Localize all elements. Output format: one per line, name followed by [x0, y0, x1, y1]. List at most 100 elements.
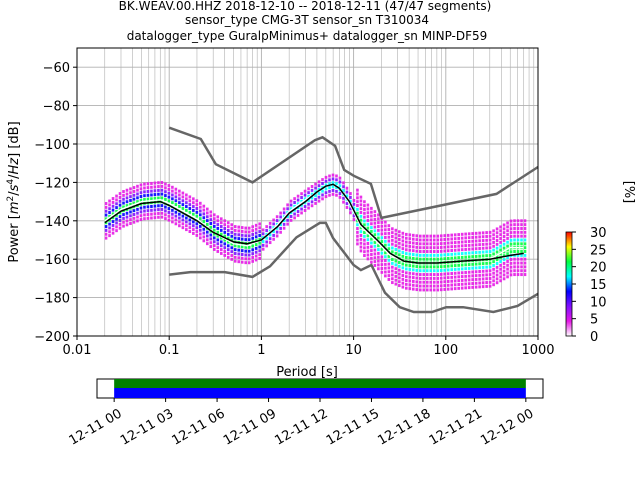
- psd-heatmap-cell: [401, 266, 405, 270]
- psd-heatmap-cell: [377, 248, 380, 252]
- psd-heatmap-cell: [122, 190, 125, 194]
- psd-heatmap-cell: [139, 187, 143, 191]
- psd-heatmap-cell: [380, 270, 384, 274]
- psd-heatmap-cell: [181, 206, 185, 210]
- psd-heatmap-cell: [366, 234, 370, 238]
- noise-models: [168, 126, 539, 314]
- psd-heatmap-cell: [429, 288, 433, 292]
- psd-heatmap-cell: [212, 240, 216, 244]
- psd-heatmap-cell: [122, 193, 125, 197]
- psd-heatmap-cell: [185, 228, 188, 232]
- psd-heatmap-cell: [104, 236, 108, 240]
- psd-heatmap-cell: [359, 234, 363, 238]
- psd-heatmap-cell: [310, 204, 314, 208]
- psd-heatmap-cell: [300, 199, 303, 203]
- psd-heatmap-cell: [415, 280, 419, 284]
- psd-heatmap-cell: [513, 238, 516, 242]
- psd-heatmap-cell: [499, 233, 502, 237]
- psd-heatmap-cell: [495, 265, 499, 269]
- psd-heatmap-cell: [391, 269, 394, 273]
- psd-heatmap-cell: [178, 193, 181, 197]
- psd-heatmap-cell: [495, 242, 499, 246]
- psd-heatmap-cell: [384, 239, 387, 243]
- coverage-tick-label: 12-11 12: [272, 406, 330, 448]
- psd-heatmap-cell: [275, 234, 279, 238]
- psd-heatmap-cell: [356, 207, 359, 211]
- psd-heatmap-cell: [247, 234, 251, 238]
- psd-heatmap-cell: [391, 258, 394, 262]
- psd-heatmap-cell: [223, 250, 227, 254]
- psd-heatmap-cell: [425, 269, 429, 273]
- psd-heatmap-cell: [481, 246, 485, 250]
- psd-heatmap-cell: [164, 190, 167, 194]
- psd-heatmap-cell: [335, 182, 338, 186]
- psd-heatmap-cell: [446, 253, 450, 257]
- psd-heatmap-cell: [370, 237, 373, 241]
- psd-heatmap-cell: [474, 239, 478, 243]
- psd-heatmap-cell: [132, 201, 136, 205]
- psd-heatmap-cell: [509, 234, 513, 238]
- psd-heatmap-cell: [174, 210, 178, 214]
- psd-heatmap-cell: [157, 196, 160, 200]
- psd-heatmap-cell: [405, 263, 408, 267]
- psd-heatmap-cell: [206, 219, 209, 223]
- psd-heatmap-cell: [219, 240, 223, 244]
- psd-heatmap-cell: [450, 283, 453, 287]
- psd-heatmap-cell: [516, 234, 520, 238]
- psd-heatmap-cell: [125, 211, 129, 215]
- psd-heatmap-cell: [509, 250, 513, 254]
- psd-heatmap-cell: [321, 185, 324, 189]
- psd-heatmap-cell: [485, 238, 488, 242]
- psd-heatmap-cell: [244, 261, 248, 265]
- psd-heatmap-cell: [516, 238, 520, 242]
- psd-heatmap-cell: [324, 191, 328, 195]
- psd-heatmap-cell: [188, 222, 192, 226]
- psd-heatmap-cell: [171, 185, 174, 189]
- psd-heatmap-cell: [254, 250, 258, 254]
- psd-heatmap-cell: [408, 271, 412, 275]
- psd-heatmap-cell: [233, 251, 237, 255]
- psd-heatmap-cell: [467, 270, 471, 274]
- psd-heatmap-cell: [247, 238, 251, 242]
- psd-heatmap-cell: [460, 267, 464, 271]
- psd-heatmap-cell: [167, 184, 171, 188]
- psd-heatmap-cell: [481, 269, 485, 273]
- psd-heatmap-cell: [373, 260, 377, 264]
- psd-heatmap-cell: [240, 245, 244, 249]
- psd-heatmap-cell: [251, 236, 254, 240]
- psd-heatmap-cell: [307, 191, 310, 195]
- psd-heatmap-cell: [300, 207, 303, 211]
- psd-heatmap-cell: [499, 263, 502, 267]
- psd-heatmap-cell: [450, 279, 453, 283]
- psd-heatmap-cell: [265, 225, 268, 229]
- psd-heatmap-cell: [425, 265, 429, 269]
- colorbar-tick-label: 30: [590, 226, 607, 241]
- psd-heatmap-cell: [321, 193, 324, 197]
- psd-heatmap-cell: [181, 191, 185, 195]
- psd-heatmap-cell: [446, 283, 450, 287]
- psd-heatmap-cell: [422, 250, 426, 254]
- psd-heatmap-cell: [178, 216, 181, 220]
- psd-heatmap-cell: [345, 202, 349, 206]
- psd-heatmap-cell: [488, 276, 492, 280]
- psd-heatmap-cell: [356, 238, 359, 242]
- psd-heatmap-cell: [258, 230, 261, 234]
- psd-heatmap-cell: [331, 177, 335, 181]
- psd-heatmap-cell: [268, 237, 272, 241]
- psd-heatmap-cell: [513, 223, 516, 227]
- psd-heatmap-cell: [523, 234, 527, 238]
- psd-heatmap-cell: [356, 192, 359, 196]
- psd-heatmap-cell: [296, 202, 300, 206]
- psd-heatmap-cell: [226, 232, 230, 236]
- psd-heatmap-cell: [446, 268, 450, 272]
- psd-heatmap-cell: [401, 247, 405, 251]
- y-tick-label: −100: [34, 138, 70, 153]
- psd-heatmap-cell: [157, 181, 160, 185]
- psd-heatmap-cell: [356, 242, 359, 246]
- psd-heatmap-cell: [195, 233, 199, 237]
- psd-heatmap-cell: [478, 273, 481, 277]
- psd-heatmap-cell: [478, 246, 481, 250]
- psd-heatmap-cell: [261, 232, 265, 236]
- psd-heatmap-cell: [485, 269, 488, 273]
- psd-heatmap-cell: [499, 225, 502, 229]
